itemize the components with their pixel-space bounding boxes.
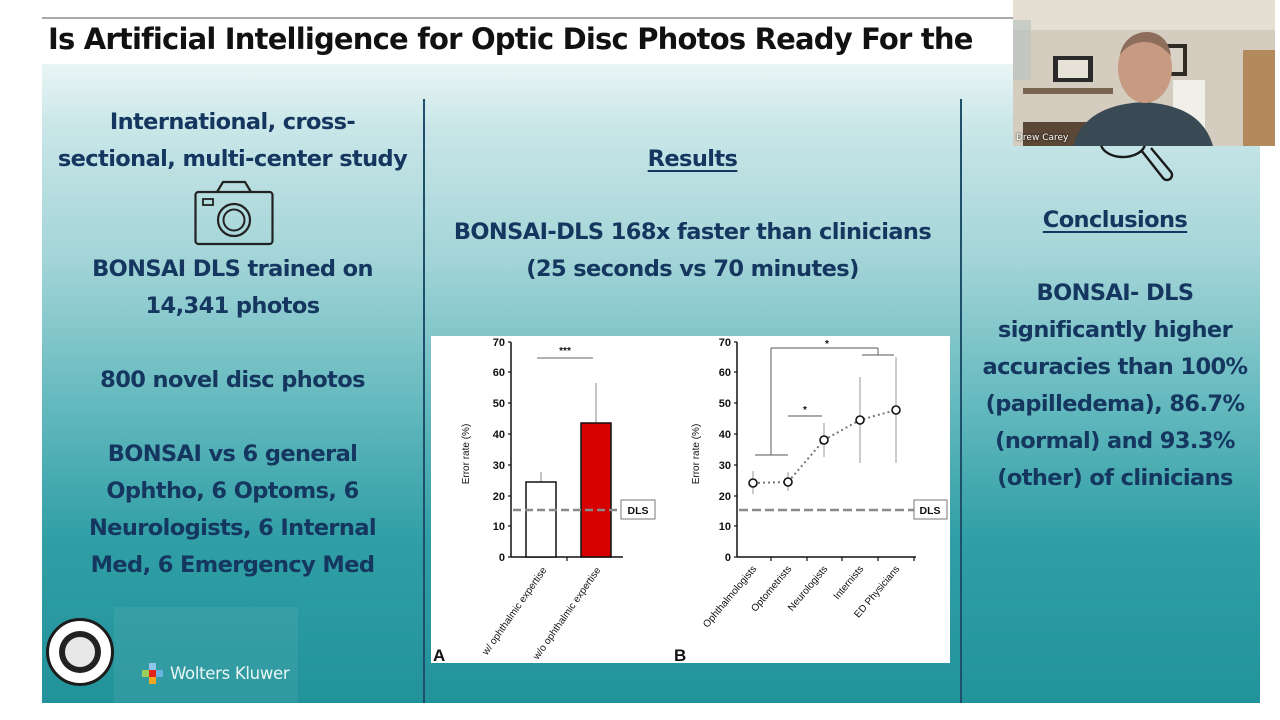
compare-line-2: Ophtho, 6 Optoms, 6: [106, 478, 359, 504]
webcam-video-tile[interactable]: Drew Carey: [1013, 0, 1275, 146]
compare-line-3: Neurologists, 6 Internal: [88, 515, 377, 541]
webcam-scene: [1013, 0, 1275, 146]
training-text: BONSAI DLS trained on 14,341 photos: [42, 251, 423, 325]
chart-b-ylabel: Error rate (%): [691, 424, 702, 485]
point-ed-physicians: [891, 405, 901, 415]
decorative-overlay: [114, 607, 298, 703]
study-line-2: sectional, multi-center study: [57, 146, 408, 172]
camera-icon: [194, 180, 274, 246]
svg-text:40: 40: [493, 429, 505, 441]
svg-text:Internists: Internists: [832, 564, 867, 602]
svg-text:10: 10: [493, 521, 505, 533]
conclusion-line-4: (papilledema), 86.7%: [985, 391, 1245, 417]
svg-text:20: 20: [493, 491, 505, 503]
speed-line-1: BONSAI-DLS 168x faster than clinicians: [453, 219, 932, 245]
participant-name-label: Drew Carey: [1016, 133, 1069, 143]
svg-text:10: 10: [719, 521, 731, 533]
chart-a: Error rate (%) 0 10 20 30 40 50 60 70 DLS: [433, 337, 656, 663]
svg-text:20: 20: [719, 491, 731, 503]
svg-text:70: 70: [493, 337, 505, 349]
svg-text:50: 50: [493, 398, 505, 410]
panel-label-b: B: [674, 646, 686, 663]
compare-line-1: BONSAI vs 6 general: [107, 441, 358, 467]
results-chart-svg: Error rate (%) 0 10 20 30 40 50 60 70 DLS: [433, 337, 948, 663]
conclusion-line-1: BONSAI- DLS: [1036, 280, 1194, 306]
chart-b: Error rate (%) 0 10 20 30 40 50 60 70: [674, 337, 948, 663]
svg-text:Ophthalmologists: Ophthalmologists: [701, 564, 759, 630]
slide-title: Is Artificial Intelligence for Optic Dis…: [48, 22, 973, 56]
comparison-text: BONSAI vs 6 general Ophtho, 6 Optoms, 6 …: [42, 436, 423, 584]
point-internists: [855, 415, 865, 425]
panel-label-a: A: [433, 646, 445, 663]
svg-text:*: *: [803, 405, 807, 416]
bar-with-expertise: [525, 481, 557, 558]
trained-line-2: 14,341 photos: [145, 293, 320, 319]
svg-text:0: 0: [499, 552, 505, 564]
conclusion-line-6: (other) of clinicians: [997, 465, 1233, 491]
svg-text:***: ***: [559, 346, 571, 357]
novel-photos-text: 800 novel disc photos: [42, 362, 423, 399]
svg-text:DLS: DLS: [628, 505, 649, 517]
point-neurologists: [819, 435, 829, 445]
column-divider-right: [960, 99, 962, 703]
publisher-name: Wolters Kluwer: [170, 663, 290, 683]
svg-text:70: 70: [719, 337, 731, 349]
magnifier-icon: [1099, 141, 1174, 182]
study-design-text: International, cross- sectional, multi-c…: [42, 104, 423, 178]
society-logo-emblem: [59, 631, 101, 673]
speed-line-2: (25 seconds vs 70 minutes): [526, 256, 859, 282]
novel-line: 800 novel disc photos: [100, 367, 365, 393]
svg-text:60: 60: [493, 367, 505, 379]
svg-text:30: 30: [719, 460, 731, 472]
svg-text:DLS: DLS: [920, 505, 941, 517]
svg-text:40: 40: [719, 429, 731, 441]
point-ophthalmologists: [748, 478, 758, 488]
bar-without-expertise: [580, 422, 612, 558]
trained-line-1: BONSAI DLS trained on: [92, 256, 373, 282]
conclusions-heading: Conclusions: [1042, 207, 1188, 233]
conclusions-text: BONSAI- DLS significantly higher accurac…: [962, 275, 1268, 497]
svg-text:0: 0: [725, 552, 731, 564]
point-optometrists: [783, 477, 793, 487]
svg-text:50: 50: [719, 398, 731, 410]
study-line-1: International, cross-: [109, 109, 356, 135]
conclusion-line-5: (normal) and 93.3%: [995, 428, 1235, 454]
results-figure: Error rate (%) 0 10 20 30 40 50 60 70 DLS: [431, 336, 950, 663]
chart-a-ylabel: Error rate (%): [461, 424, 472, 485]
speed-text: BONSAI-DLS 168x faster than clinicians (…: [425, 214, 960, 288]
title-rule: [42, 17, 1260, 19]
compare-line-4: Med, 6 Emergency Med: [90, 552, 375, 578]
society-logo: [46, 618, 114, 686]
svg-text:30: 30: [493, 460, 505, 472]
column-divider-left: [423, 99, 425, 703]
results-heading: Results: [647, 146, 738, 172]
wolters-kluwer-mark-icon: [142, 663, 163, 684]
conclusion-line-2: significantly higher: [997, 317, 1233, 343]
publisher-logo: Wolters Kluwer: [142, 663, 290, 684]
svg-text:*: *: [825, 339, 829, 350]
svg-text:60: 60: [719, 367, 731, 379]
conclusion-line-3: accuracies than 100%: [982, 354, 1248, 380]
